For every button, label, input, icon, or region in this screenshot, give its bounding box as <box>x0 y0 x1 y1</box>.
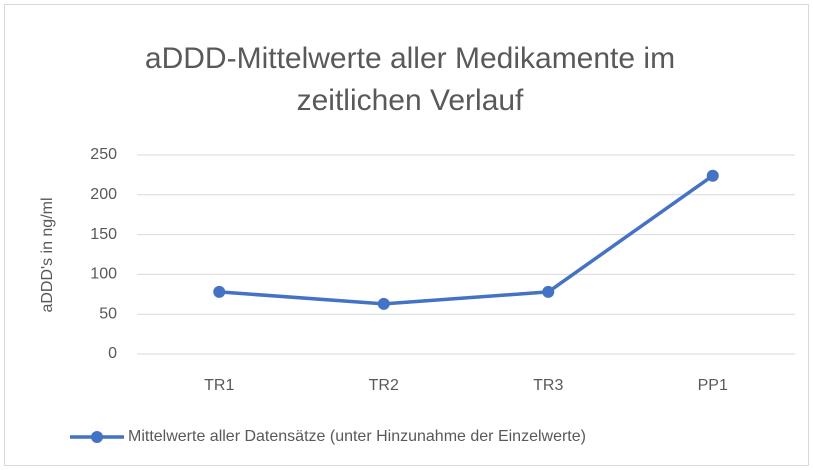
data-point <box>377 297 390 310</box>
chart-title: aDDD-Mittelwerte aller Medikamente im ze… <box>144 42 676 117</box>
y-tick-label: 250 <box>90 146 117 163</box>
y-tick-label: 150 <box>90 226 117 243</box>
x-tick-label: TR1 <box>204 377 234 394</box>
y-tick-label: 100 <box>90 266 117 283</box>
data-point <box>542 285 555 298</box>
data-point <box>213 285 226 298</box>
data-line <box>219 174 714 306</box>
legend-label: Mittelwerte aller Datensätze (unter Hinz… <box>128 428 586 445</box>
y-axis-label: aDDD's in ng/ml <box>39 197 56 312</box>
legend-marker <box>91 431 103 443</box>
y-tick-label: 50 <box>99 305 117 322</box>
data-point <box>706 169 719 182</box>
y-tick-label: 200 <box>90 186 117 203</box>
chart-border <box>4 4 809 466</box>
x-tick-label: TR3 <box>533 377 563 394</box>
y-tick-label: 0 <box>108 345 117 362</box>
x-tick-label: PP1 <box>698 377 728 394</box>
x-tick-label: TR2 <box>369 377 399 394</box>
